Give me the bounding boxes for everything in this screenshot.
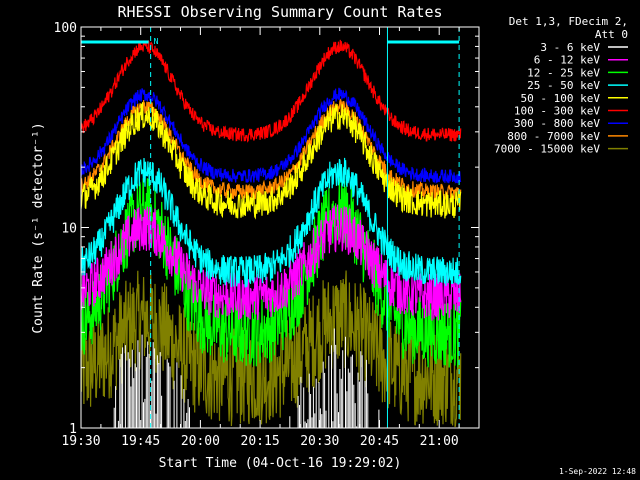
x-tick-label: 19:45 — [121, 434, 160, 449]
x-tick-label: 20:30 — [300, 434, 339, 449]
flag-label: N — [154, 37, 159, 46]
legend-label: 3 - 6 keV — [540, 41, 600, 54]
x-tick-label: 21:00 — [420, 434, 459, 449]
x-tick-label: 20:45 — [360, 434, 399, 449]
y-axis-label: Count Rate (s⁻¹ detector⁻¹) — [31, 122, 46, 333]
timestamp: 1-Sep-2022 12:48 — [559, 467, 636, 476]
legend-label: 7000 - 15000 keV — [494, 143, 600, 156]
legend-label: 12 - 25 keV — [527, 66, 600, 79]
y-tick-label: 1 — [69, 422, 77, 437]
series-layer — [81, 39, 462, 428]
legend-label: 800 - 7000 keV — [507, 130, 600, 143]
legend-label: 300 - 800 keV — [514, 117, 600, 130]
legend-label: 25 - 50 keV — [527, 79, 600, 92]
y-tick-label: 100 — [54, 21, 77, 36]
series-line — [81, 204, 462, 321]
series-line — [81, 87, 462, 185]
marker-layer: N — [81, 27, 460, 428]
series-line — [81, 102, 462, 220]
x-axis-label: Start Time (04-Oct-16 19:29:02) — [159, 456, 402, 471]
chart-title: RHESSI Observing Summary Count Rates — [117, 3, 442, 21]
series-line — [81, 98, 462, 201]
y-tick-label: 10 — [61, 222, 77, 237]
series-line — [81, 270, 462, 428]
x-tick-label: 19:30 — [61, 434, 100, 449]
legend-header: Att 0 — [595, 28, 628, 41]
legend-label: 100 - 300 keV — [514, 105, 600, 118]
axis-layer: 19:30 19:45 20:00 20:15 20:30 20:45 21:00 1 10 10… — [54, 21, 480, 449]
legend-label: 6 - 12 keV — [534, 54, 601, 67]
legend-header: Det 1,3, FDecim 2, — [509, 15, 628, 28]
series-line — [81, 157, 462, 288]
legend-label: 50 - 100 keV — [521, 92, 601, 105]
x-tick-label: 20:15 — [241, 434, 280, 449]
x-tick-label: 20:00 — [181, 434, 220, 449]
series-line — [113, 328, 380, 428]
